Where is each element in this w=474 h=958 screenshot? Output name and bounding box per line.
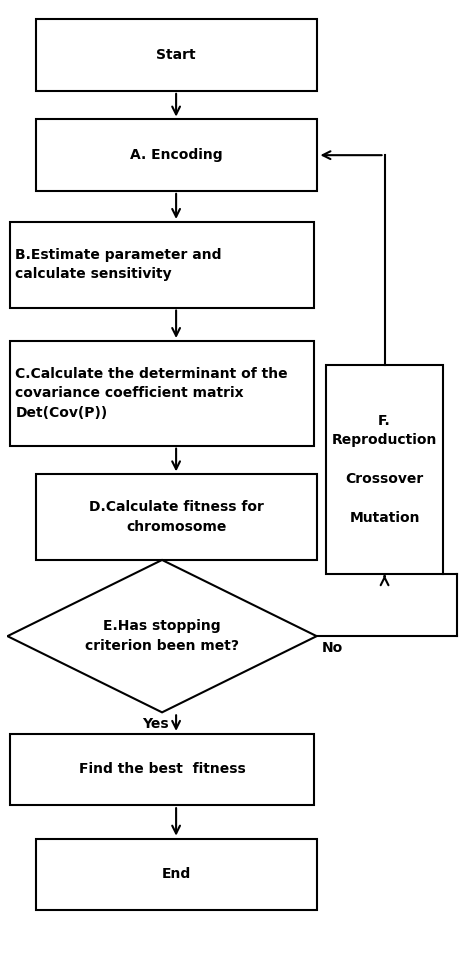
Bar xyxy=(10,734,314,806)
Bar xyxy=(326,365,443,574)
Bar xyxy=(36,474,317,560)
Text: No: No xyxy=(321,641,343,655)
Bar xyxy=(36,838,317,910)
Text: End: End xyxy=(162,867,191,881)
Bar xyxy=(10,222,314,308)
Text: Start: Start xyxy=(156,48,196,62)
Text: F.
Reproduction

Crossover

Mutation: F. Reproduction Crossover Mutation xyxy=(332,414,437,525)
Polygon shape xyxy=(8,560,317,713)
Text: B.Estimate parameter and
calculate sensitivity: B.Estimate parameter and calculate sensi… xyxy=(16,248,222,282)
Bar xyxy=(36,120,317,191)
Text: D.Calculate fitness for
chromosome: D.Calculate fitness for chromosome xyxy=(89,500,264,534)
Text: A. Encoding: A. Encoding xyxy=(130,148,222,162)
Bar xyxy=(10,341,314,445)
Bar xyxy=(36,19,317,91)
Text: E.Has stopping
criterion been met?: E.Has stopping criterion been met? xyxy=(85,620,239,653)
Text: C.Calculate the determinant of the
covariance coefficient matrix
Det(Cov(P)): C.Calculate the determinant of the covar… xyxy=(16,367,288,420)
Text: Yes: Yes xyxy=(142,718,168,731)
Text: Find the best  fitness: Find the best fitness xyxy=(79,763,246,777)
